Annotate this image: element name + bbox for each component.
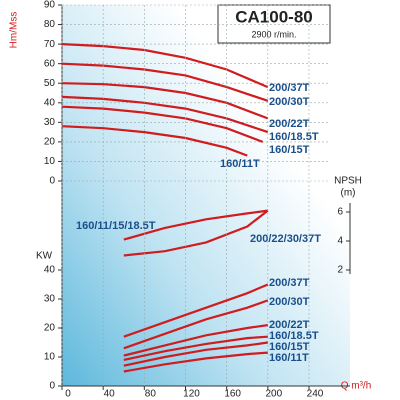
- y-tick-label: 40: [44, 265, 56, 276]
- y-tick-label: 40: [44, 97, 56, 108]
- curve: [123, 299, 269, 350]
- y-tick-label: 80: [44, 19, 56, 30]
- curve: [123, 351, 268, 373]
- curve: [123, 283, 269, 338]
- x-tick-label: 160: [224, 389, 241, 400]
- curve: [123, 209, 268, 241]
- curve-label: 160/18.5T: [269, 330, 319, 342]
- curve: [123, 209, 269, 257]
- y-axis-label: NPSH: [334, 176, 362, 187]
- y-tick-label: 0: [49, 176, 55, 187]
- x-tick-label: 120: [183, 389, 200, 400]
- y-tick-label: 6: [337, 207, 343, 218]
- x-tick-label: 0: [65, 389, 71, 400]
- curve-label: 200/22/30/37T: [250, 233, 321, 245]
- x-tick-label: 80: [145, 389, 157, 400]
- curve-label: 160/11T: [220, 158, 260, 170]
- y-tick-label: 10: [44, 352, 56, 363]
- curve-label: 200/22T: [269, 319, 310, 331]
- y-axis-label: Hm/Mss: [9, 12, 20, 49]
- curve-label: 160/15T: [269, 144, 310, 156]
- y-tick-label: 60: [44, 58, 56, 69]
- y-tick-label: 10: [44, 156, 56, 167]
- curve: [61, 43, 269, 89]
- y-tick-label: 4: [337, 236, 343, 247]
- y-tick-label: 30: [44, 117, 56, 128]
- curve-label: 160/11/15/18.5T: [76, 220, 156, 232]
- curve: [123, 341, 268, 367]
- curve: [61, 62, 269, 102]
- curve-label: 200/37T: [269, 82, 310, 94]
- curve: [123, 335, 268, 361]
- curve: [61, 82, 269, 120]
- y-tick-label: 50: [44, 78, 56, 89]
- curve: [61, 105, 264, 143]
- y-tick-label: 70: [44, 39, 56, 50]
- y-axis-unit: (m): [341, 188, 356, 199]
- curve: [61, 95, 269, 134]
- chart-subtitle: 2900 r/min.: [251, 29, 296, 39]
- y-tick-label: 20: [44, 137, 56, 148]
- y-tick-label: 20: [44, 323, 56, 334]
- y-tick-label: 30: [44, 294, 56, 305]
- y-tick-label: 2: [337, 265, 343, 276]
- curve-label: 160/18.5T: [269, 131, 319, 143]
- curve-label: 160/15T: [269, 341, 310, 353]
- y-axis-label: KW: [36, 251, 53, 262]
- plot-background: [62, 5, 350, 386]
- x-tick-label: 240: [307, 389, 324, 400]
- curve-label: 200/22T: [269, 118, 310, 130]
- title-box: [217, 4, 331, 44]
- x-tick-label: 200: [265, 389, 282, 400]
- curve: [61, 125, 248, 157]
- curve-label: 200/37T: [269, 277, 310, 289]
- x-axis-label: Q m³/h: [341, 381, 372, 392]
- y-tick-label: 0: [49, 381, 55, 392]
- curve-label: 200/30T: [269, 96, 310, 108]
- curve-label: 160/11T: [269, 352, 309, 364]
- curve-label: 200/30T: [269, 296, 310, 308]
- x-tick-label: 40: [104, 389, 116, 400]
- y-tick-label: 90: [44, 0, 56, 11]
- chart-title: CA100-80: [235, 7, 313, 26]
- curve: [123, 324, 268, 357]
